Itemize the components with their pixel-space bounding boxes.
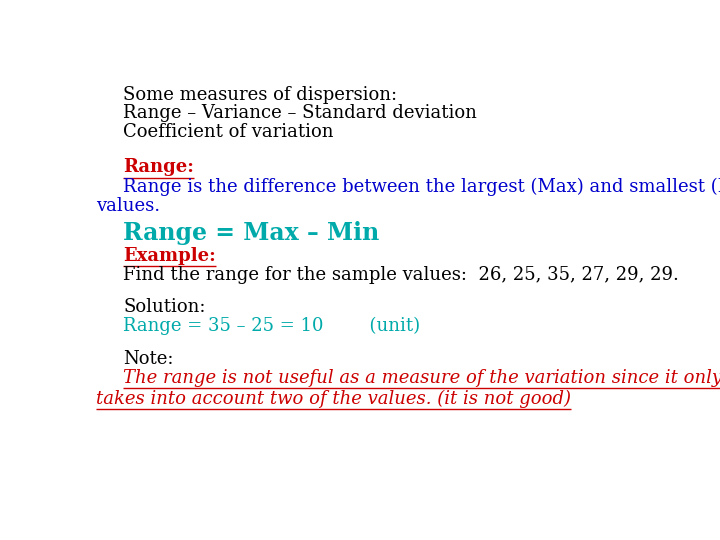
Text: Coefficient of variation: Coefficient of variation — [124, 123, 334, 141]
Text: Range is the difference between the largest (Max) and smallest (Min): Range is the difference between the larg… — [124, 178, 720, 196]
Text: The range is not useful as a measure of the variation since it only: The range is not useful as a measure of … — [124, 369, 720, 387]
Text: Some measures of dispersion:: Some measures of dispersion: — [124, 85, 397, 104]
Text: Range = Max – Min: Range = Max – Min — [124, 221, 379, 245]
Text: Find the range for the sample values:  26, 25, 35, 27, 29, 29.: Find the range for the sample values: 26… — [124, 266, 680, 284]
Text: Range:: Range: — [124, 158, 194, 177]
Text: values.: values. — [96, 197, 160, 215]
Text: Example:: Example: — [124, 246, 216, 265]
Text: Solution:: Solution: — [124, 298, 206, 316]
Text: takes into account two of the values. (it is not good): takes into account two of the values. (i… — [96, 390, 570, 408]
Text: Range – Variance – Standard deviation: Range – Variance – Standard deviation — [124, 104, 477, 122]
Text: Note:: Note: — [124, 349, 174, 368]
Text: Range = 35 – 25 = 10        (unit): Range = 35 – 25 = 10 (unit) — [124, 317, 420, 335]
